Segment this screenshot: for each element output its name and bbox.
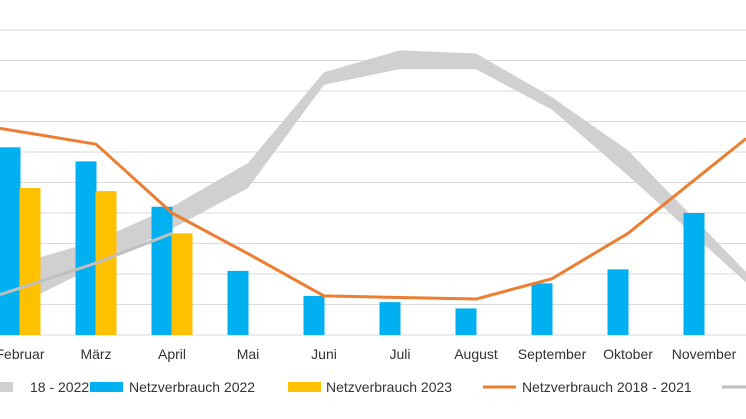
bar-netzverbrauch-2022-juli bbox=[379, 302, 401, 335]
bar-netzverbrauch-2022-februar bbox=[0, 147, 21, 335]
x-tick-label-april: April bbox=[158, 346, 186, 362]
bar-netzverbrauch-2022-november bbox=[683, 213, 705, 335]
gridlines bbox=[0, 29, 746, 336]
legend-label: Netzverbrauch 2022 bbox=[129, 379, 255, 395]
bar-netzverbrauch-2022-oktober bbox=[607, 269, 629, 335]
legend-label: 18 - 2022 bbox=[30, 379, 89, 395]
bar-netzverbrauch-2022-august bbox=[455, 308, 477, 335]
legend-item-netzverbrauch-2023: Netzverbrauch 2023 bbox=[288, 379, 452, 395]
line-series bbox=[0, 231, 173, 297]
legend-swatch bbox=[90, 382, 123, 392]
legend-label: Netzverbrauch 2023 bbox=[326, 379, 452, 395]
x-tick-label-februar: Februar bbox=[0, 346, 45, 362]
bar-netzverbrauch-2023-februar bbox=[19, 187, 41, 335]
x-tick-label-november: November bbox=[672, 346, 737, 362]
x-tick-label-oktober: Oktober bbox=[603, 346, 653, 362]
legend-label: Netzverbrauch 2018 - 2021 bbox=[522, 379, 692, 395]
line-netzverbrauch-2018-2021 bbox=[0, 126, 746, 301]
x-axis-ticks: Februar März April Mai Juni Juli August Septemb… bbox=[0, 346, 737, 362]
lines bbox=[0, 126, 746, 301]
bar-netzverbrauch-2022-m-rz bbox=[75, 161, 97, 335]
legend-swatch bbox=[288, 382, 321, 392]
x-tick-label-juli: Juli bbox=[389, 346, 410, 362]
x-tick-label-juni: Juni bbox=[311, 346, 337, 362]
range-areas bbox=[0, 50, 746, 314]
bar-netzverbrauch-2022-juni bbox=[303, 295, 325, 335]
legend-item-netzverbrauch-2022: Netzverbrauch 2022 bbox=[90, 379, 255, 395]
x-tick-label-m-rz: März bbox=[80, 346, 111, 362]
bar-netzverbrauch-2023-april bbox=[171, 233, 193, 335]
x-tick-label-mai: Mai bbox=[237, 346, 260, 362]
legend: 18 - 2022 Netzverbrauch 2022 Netzverbrauch… bbox=[0, 379, 746, 395]
bar-netzverbrauch-2022-april bbox=[151, 206, 173, 335]
range-area-18-2022 bbox=[0, 50, 746, 314]
bar-netzverbrauch-2022-mai bbox=[227, 270, 249, 335]
legend-item-netzverbrauch-2018-2021: Netzverbrauch 2018 - 2021 bbox=[483, 379, 692, 395]
x-tick-label-september: September bbox=[518, 346, 587, 362]
x-tick-label-august: August bbox=[454, 346, 498, 362]
bar-netzverbrauch-2022-september bbox=[531, 283, 553, 335]
legend-swatch bbox=[0, 382, 13, 392]
bars bbox=[0, 147, 705, 335]
bar-netzverbrauch-2023-m-rz bbox=[95, 191, 117, 335]
legend-item-18-2022: 18 - 2022 bbox=[0, 379, 89, 395]
